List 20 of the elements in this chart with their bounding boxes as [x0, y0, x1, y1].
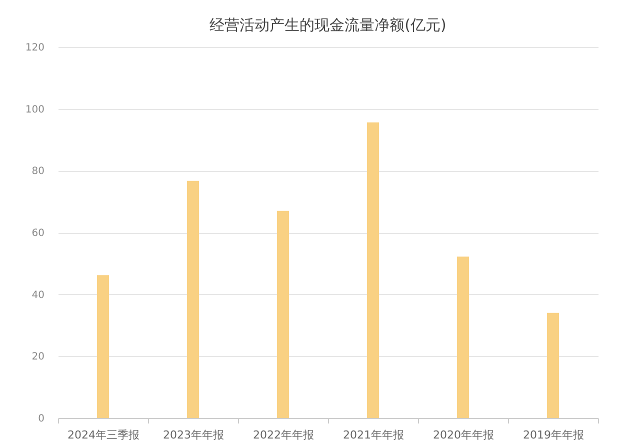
- bar: [457, 256, 469, 418]
- y-tick-label: 120: [25, 42, 44, 54]
- bar: [97, 275, 109, 418]
- y-tick-label: 80: [32, 166, 44, 178]
- x-tick-label: 2024年三季报: [68, 428, 140, 442]
- bar: [187, 180, 199, 418]
- y-tick-label: 0: [38, 414, 44, 424]
- x-tick-label: 2022年年报: [253, 428, 314, 442]
- bar: [547, 312, 559, 418]
- bar: [277, 210, 289, 418]
- x-tick-label: 2020年年报: [433, 428, 494, 442]
- x-tick-label: 2023年年报: [163, 428, 224, 442]
- y-tick-label: 40: [32, 290, 44, 301]
- chart-title: 经营活动产生的现金流量净额(亿元): [210, 16, 446, 34]
- y-tick-label: 20: [32, 352, 44, 363]
- x-tick-label: 2021年年报: [343, 428, 404, 442]
- y-tick-label: 60: [32, 228, 44, 239]
- y-tick-label: 100: [25, 104, 44, 116]
- bar: [367, 122, 379, 418]
- x-tick-label: 2019年年报: [523, 428, 584, 442]
